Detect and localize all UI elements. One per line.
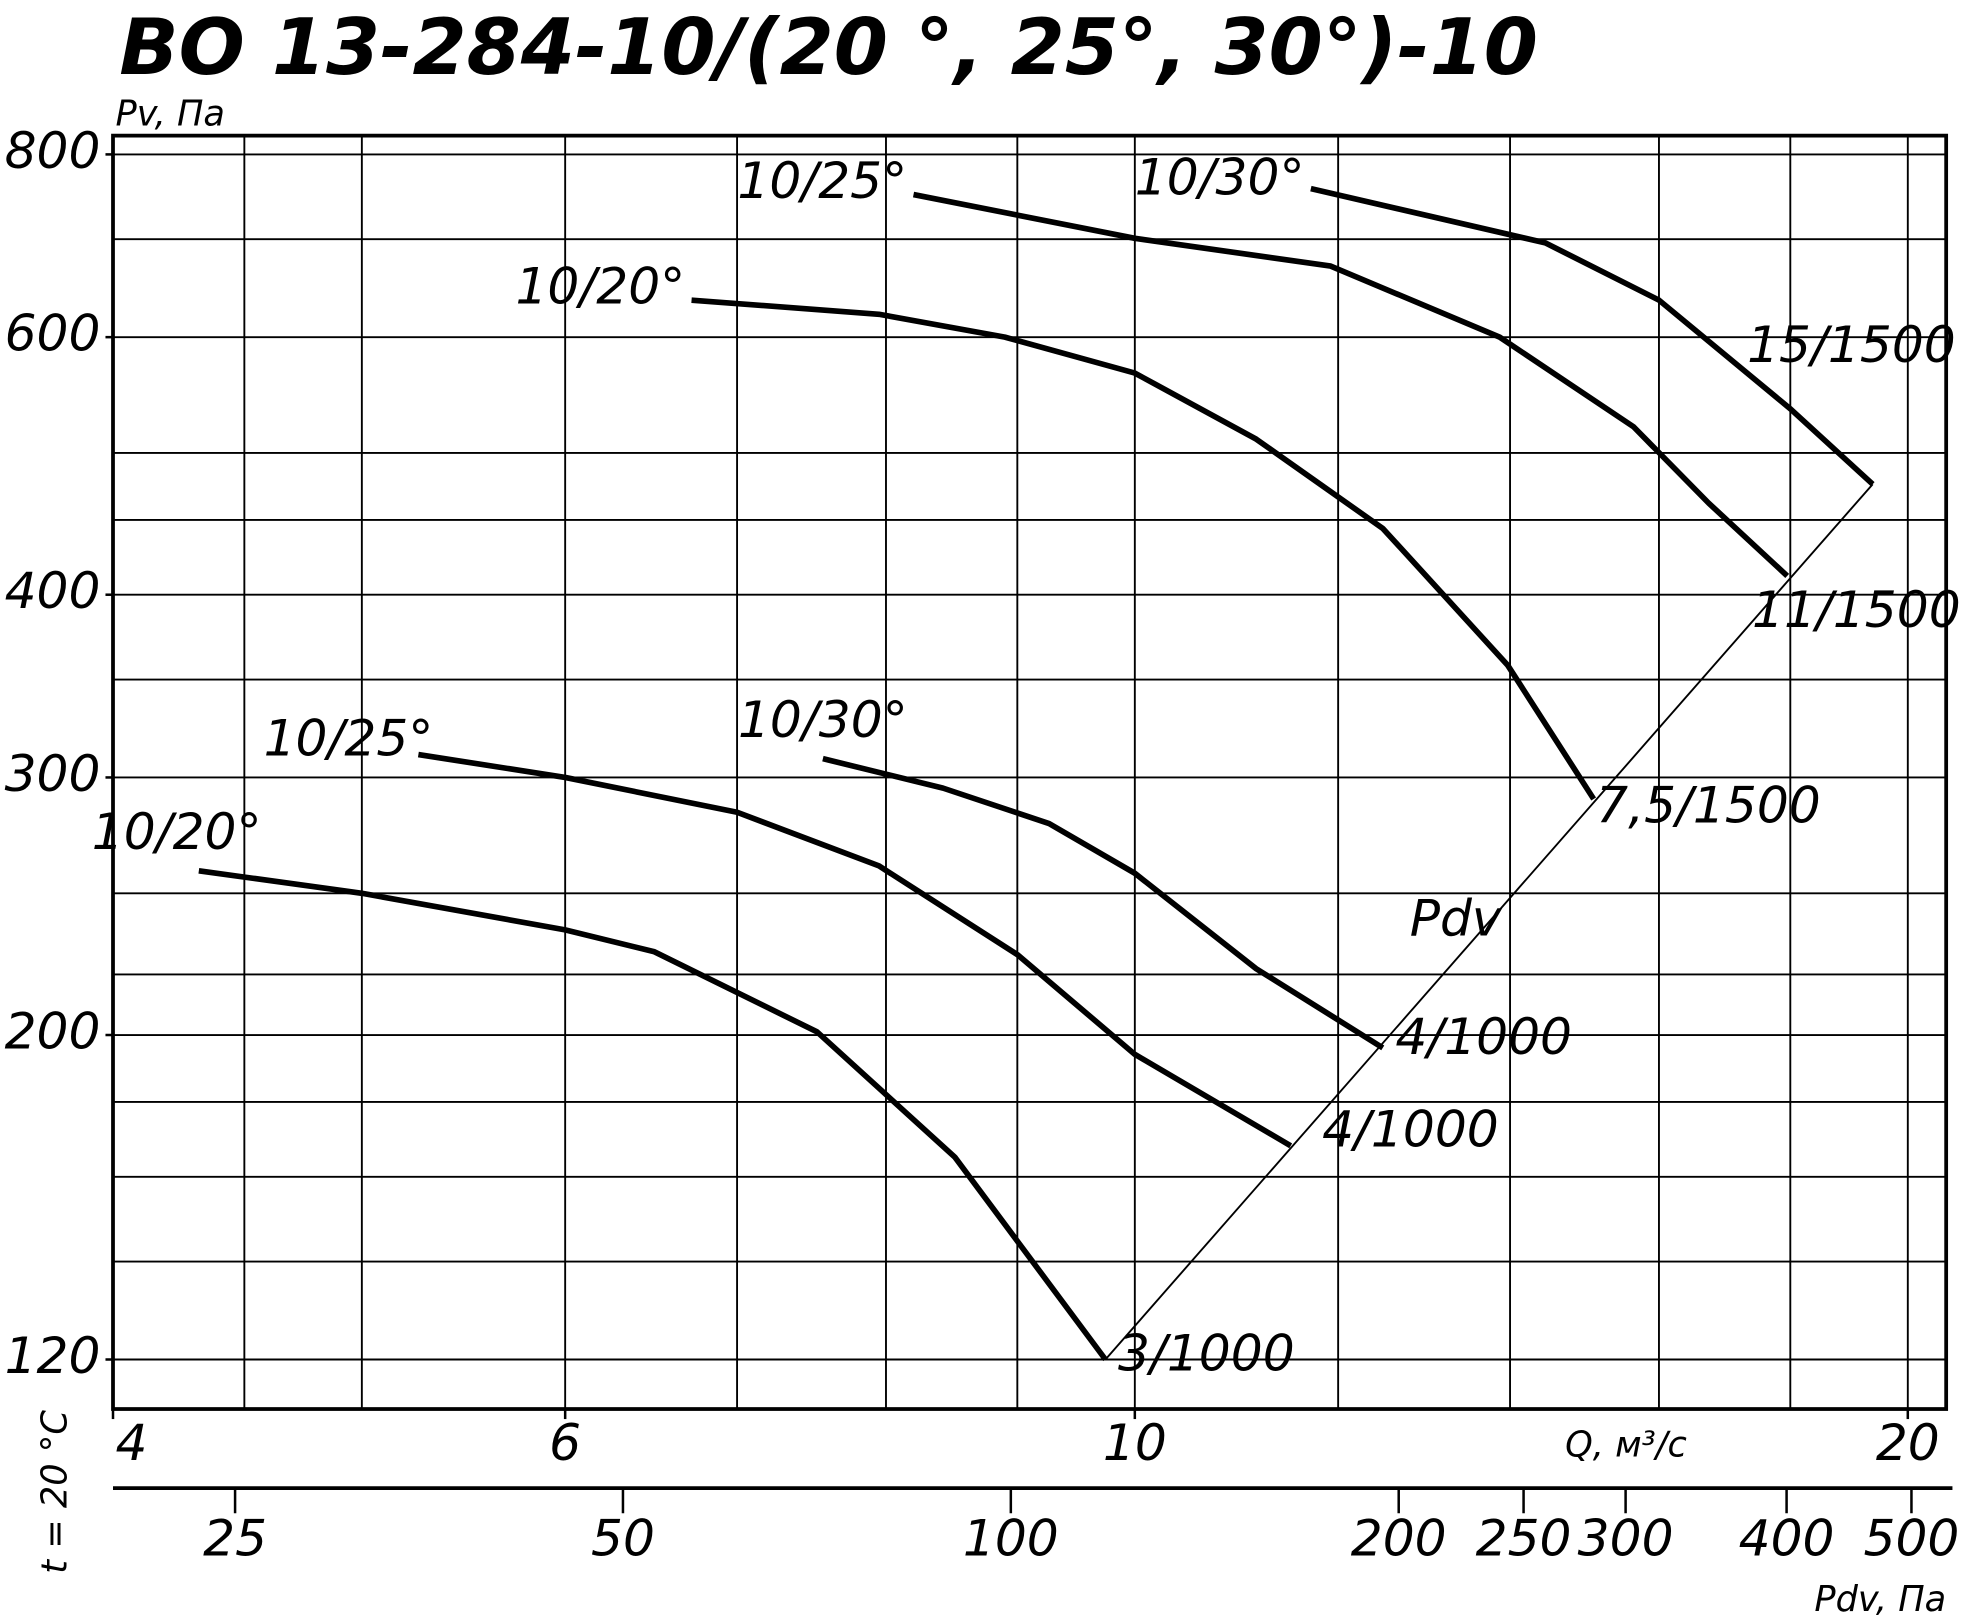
x-tick-label: 4 (116, 1413, 148, 1472)
end-label: 4/1000 (1395, 1007, 1572, 1066)
x2-tick-label: 250 (1476, 1509, 1572, 1568)
x-tick-label: 20 (1876, 1413, 1940, 1472)
curve (822, 755, 1385, 1051)
end-label: 7,5/1500 (1596, 776, 1821, 835)
x2-tick-label: 50 (591, 1509, 655, 1568)
x-tick-label: 6 (549, 1413, 581, 1472)
y-tick-label: 300 (5, 744, 101, 803)
curve (912, 191, 1790, 579)
series-label: 10/25° (737, 151, 907, 210)
x-tick-label: 10 (1103, 1413, 1167, 1472)
x2-axis-label: Pdv, Па (1814, 1579, 1946, 1620)
end-label: 3/1000 (1118, 1323, 1295, 1382)
y-tick-label: 800 (5, 121, 101, 180)
series-label: 10/25° (264, 709, 434, 768)
series-label: 10/20° (92, 802, 262, 861)
x2-tick-label: 200 (1351, 1509, 1447, 1568)
x2-tick-label: 500 (1864, 1509, 1960, 1568)
side-note: t = 20 °C (35, 1410, 76, 1574)
chart-title: ВО 13-284-10/(20 °, 25°, 30°)-10 (119, 3, 1538, 93)
x2-tick-label: 100 (963, 1509, 1059, 1568)
y-tick-label: 120 (5, 1326, 101, 1385)
y-tick-label: 600 (5, 304, 101, 363)
curve (1310, 185, 1875, 487)
x2-tick-label: 300 (1578, 1509, 1674, 1568)
end-label: 11/1500 (1752, 580, 1961, 639)
series-label: 10/20° (515, 257, 685, 316)
y-tick-label: 400 (5, 561, 101, 620)
end-label: 4/1000 (1322, 1100, 1499, 1159)
x2-tick-label: 25 (203, 1509, 267, 1568)
curve (198, 868, 1108, 1362)
plot-frame (111, 133, 1949, 1411)
series-label: 10/30° (1135, 148, 1305, 207)
pdv-label: Pdv (1410, 888, 1503, 947)
series-label: 10/30° (738, 690, 908, 749)
y-tick-label: 200 (5, 1002, 101, 1061)
pdv-line (1104, 483, 1874, 1361)
curve (691, 297, 1597, 801)
end-label: 15/1500 (1747, 315, 1956, 374)
curve (417, 751, 1293, 1149)
x-axis-label: Q, м³/с (1565, 1425, 1687, 1466)
x2-tick-label: 400 (1739, 1509, 1835, 1568)
y-axis-label: Pv, Па (116, 94, 225, 135)
